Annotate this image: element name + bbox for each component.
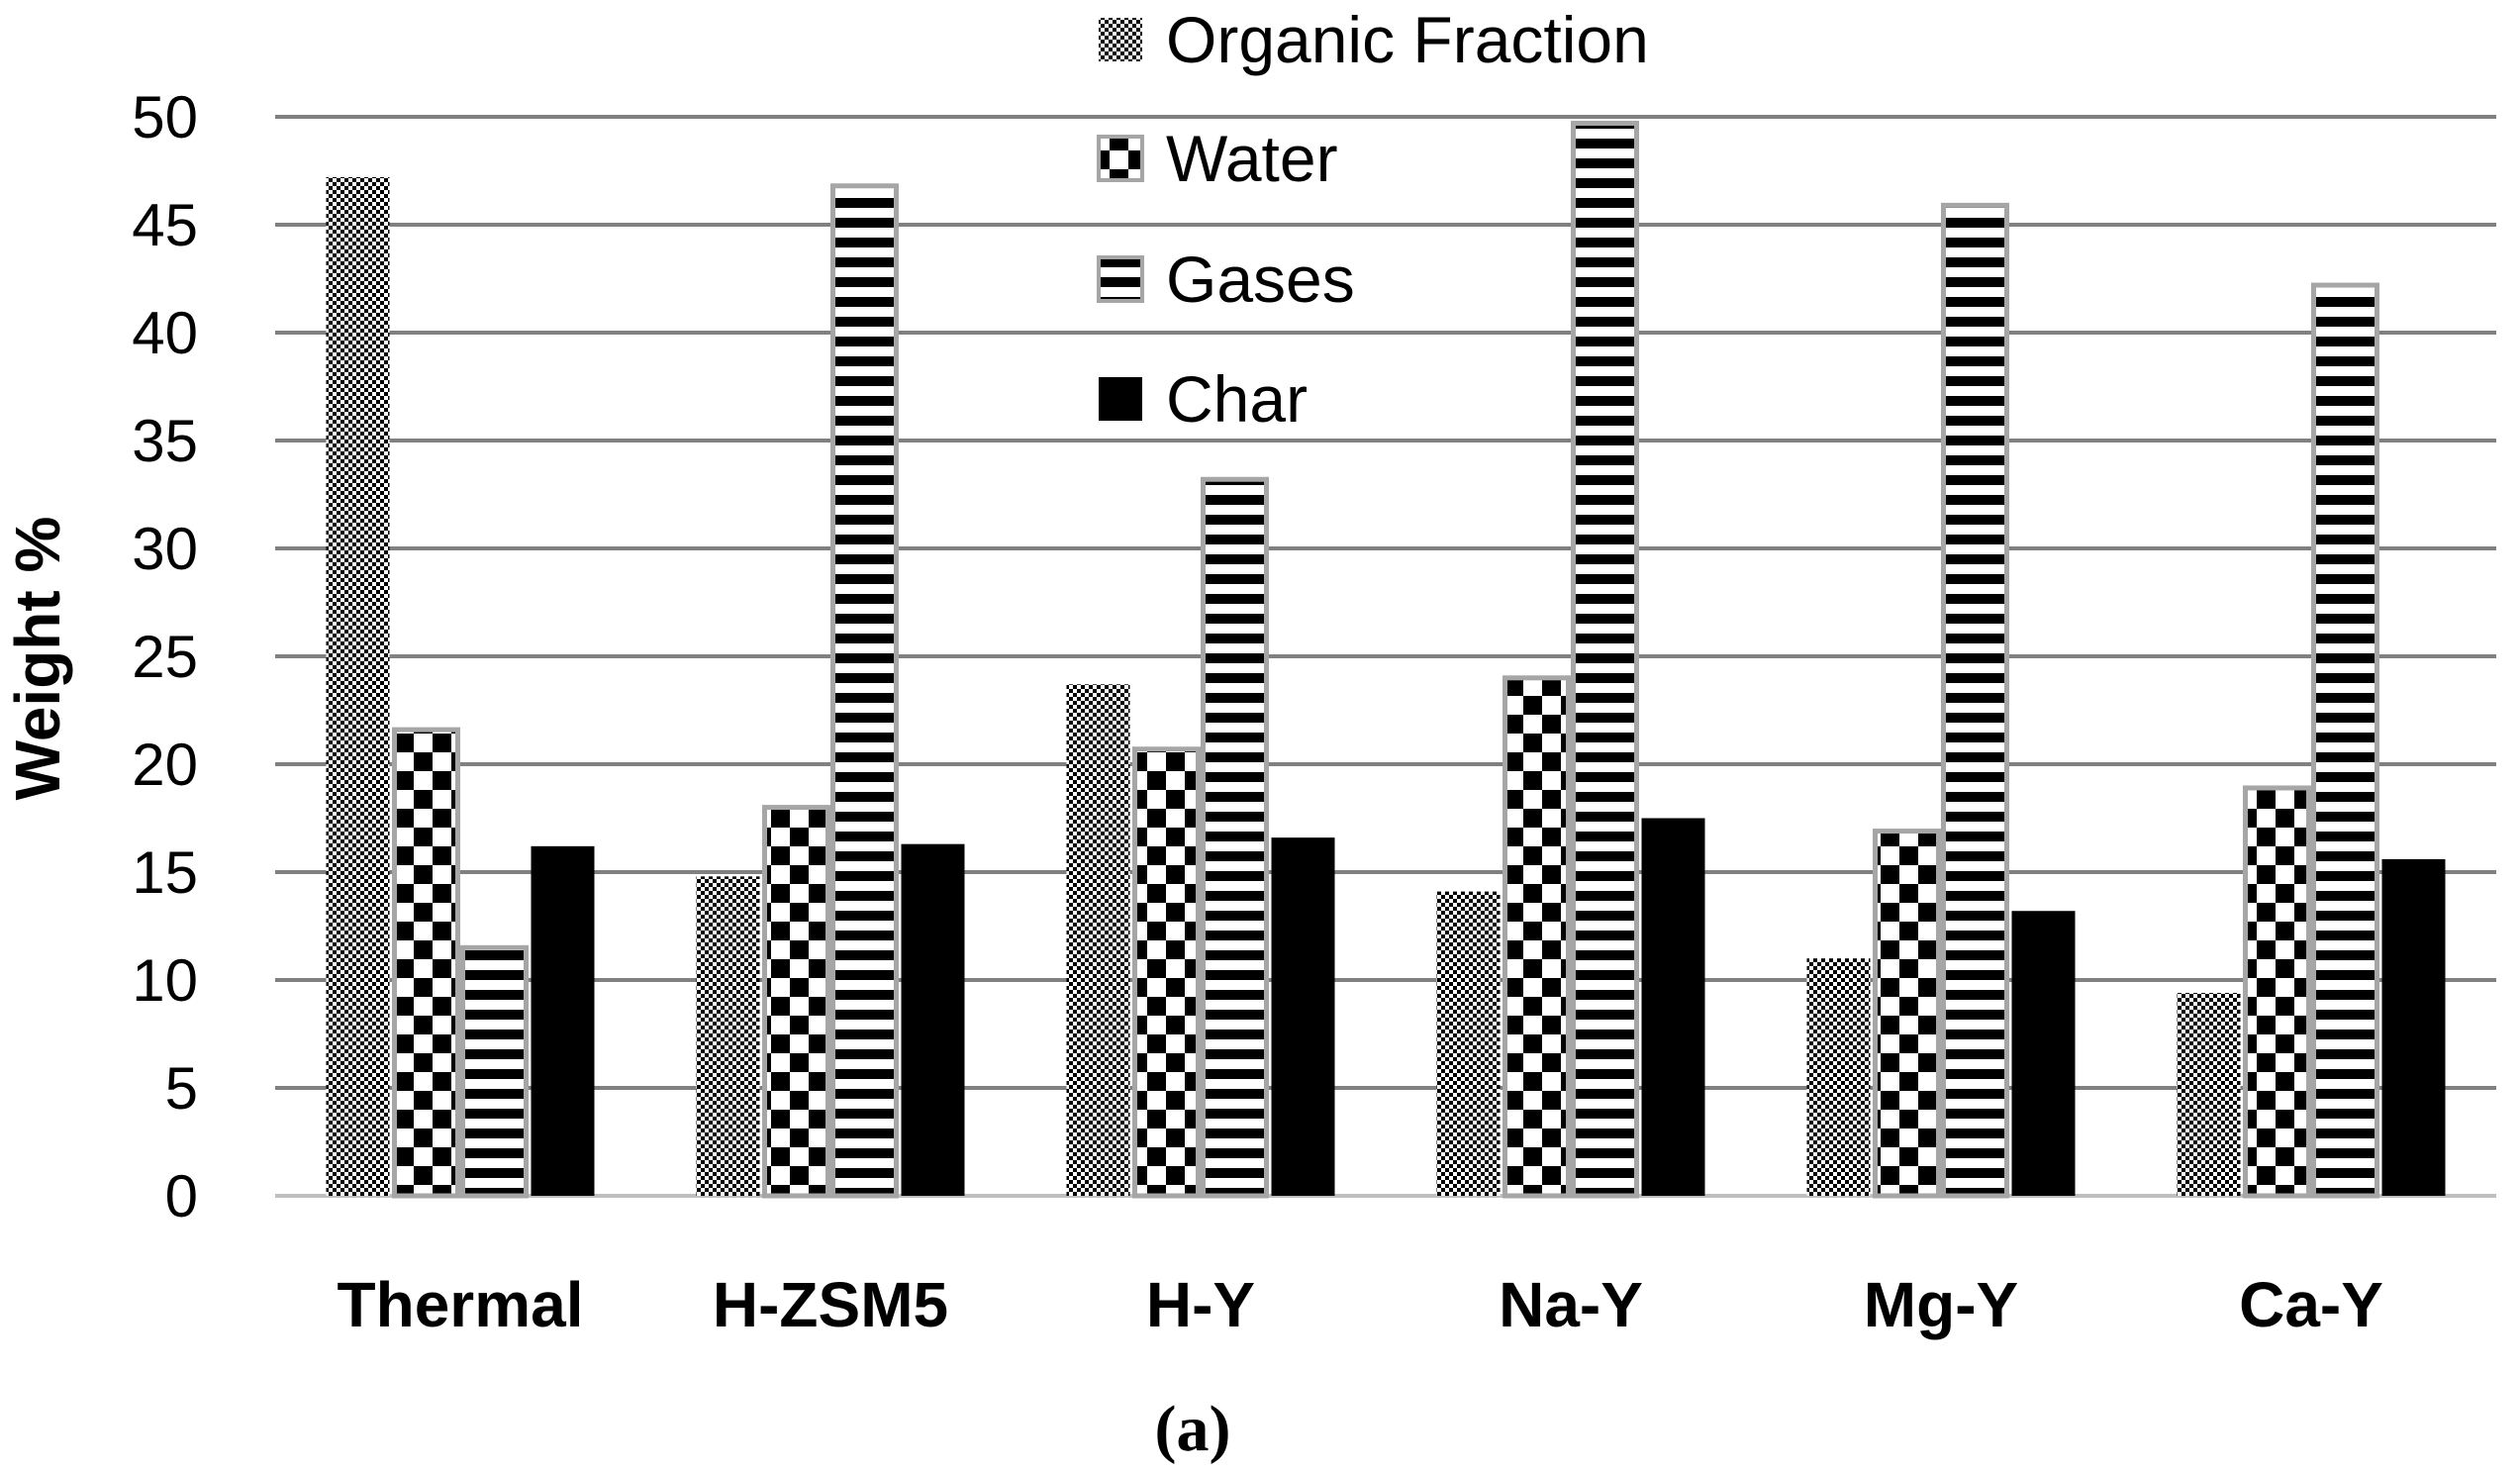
bar-char-h-zsm5 [901, 843, 965, 1196]
y-tick-label: 25 [132, 624, 198, 690]
bar-gases-ca-y [2311, 282, 2379, 1199]
y-tick-label: 45 [132, 192, 198, 258]
x-category-label: Thermal [338, 1269, 584, 1340]
legend-swatch-char [1099, 377, 1142, 421]
x-category-label: H-Y [1146, 1269, 1255, 1340]
bar-char-h-y [1271, 837, 1335, 1196]
bar-organic-fraction-h-zsm5 [696, 876, 760, 1196]
bar-gases-h-y [1201, 476, 1269, 1199]
bar-organic-fraction-h-y [1066, 684, 1130, 1196]
x-category-label: Ca-Y [2239, 1269, 2383, 1340]
legend-label: Organic Fraction [1166, 3, 1649, 76]
bar-char-thermal [531, 845, 595, 1196]
bar-organic-fraction-ca-y [2177, 993, 2241, 1196]
bar-water-mg-y [1873, 829, 1941, 1199]
gridlines [275, 115, 2496, 1198]
y-tick-label: 10 [132, 947, 198, 1014]
y-axis-label: Weight % [2, 517, 73, 801]
bar-organic-fraction-mg-y [1806, 958, 1871, 1196]
bar-gases-na-y [1571, 121, 1639, 1199]
x-axis-categories: Thermal H-ZSM5 H-Y Na-Y Mg-Y Ca-Y [338, 1269, 2383, 1340]
bar-water-ca-y [2243, 785, 2311, 1199]
legend: Organic Fraction Water Gases Char [1097, 3, 1649, 436]
bar-gases-h-zsm5 [830, 183, 899, 1199]
y-tick-label: 5 [165, 1055, 198, 1122]
y-tick-label: 50 [132, 84, 198, 150]
legend-label: Gases [1166, 243, 1355, 316]
y-tick-label: 20 [132, 732, 198, 798]
y-axis-ticks: 0 5 10 15 20 25 30 35 40 45 50 [132, 84, 198, 1229]
bar-organic-fraction-na-y [1436, 891, 1501, 1196]
y-tick-label: 15 [132, 839, 198, 906]
x-category-label: H-ZSM5 [713, 1269, 948, 1340]
legend-label: Char [1166, 362, 1308, 436]
bars [326, 121, 2446, 1199]
bar-water-h-y [1132, 746, 1201, 1199]
bar-water-na-y [1502, 675, 1571, 1199]
bar-char-ca-y [2381, 858, 2446, 1196]
bar-char-mg-y [2011, 911, 2076, 1196]
bar-water-h-zsm5 [762, 805, 830, 1199]
bar-water-thermal [392, 727, 460, 1199]
bar-organic-fraction-thermal [326, 177, 390, 1196]
y-tick-label: 40 [132, 300, 198, 366]
legend-swatch-organic-fraction [1099, 18, 1142, 61]
bar-gases-mg-y [1941, 202, 2009, 1199]
y-tick-label: 0 [165, 1163, 198, 1229]
figure-caption: (a) [1155, 1393, 1231, 1465]
y-tick-label: 30 [132, 516, 198, 582]
legend-swatch-gases [1097, 255, 1144, 303]
legend-label: Water [1166, 122, 1338, 195]
x-category-label: Mg-Y [1864, 1269, 2018, 1340]
y-tick-label: 35 [132, 408, 198, 474]
legend-swatch-water [1097, 135, 1144, 182]
bar-gases-thermal [460, 944, 529, 1199]
x-category-label: Na-Y [1499, 1269, 1643, 1340]
bar-char-na-y [1641, 818, 1705, 1196]
